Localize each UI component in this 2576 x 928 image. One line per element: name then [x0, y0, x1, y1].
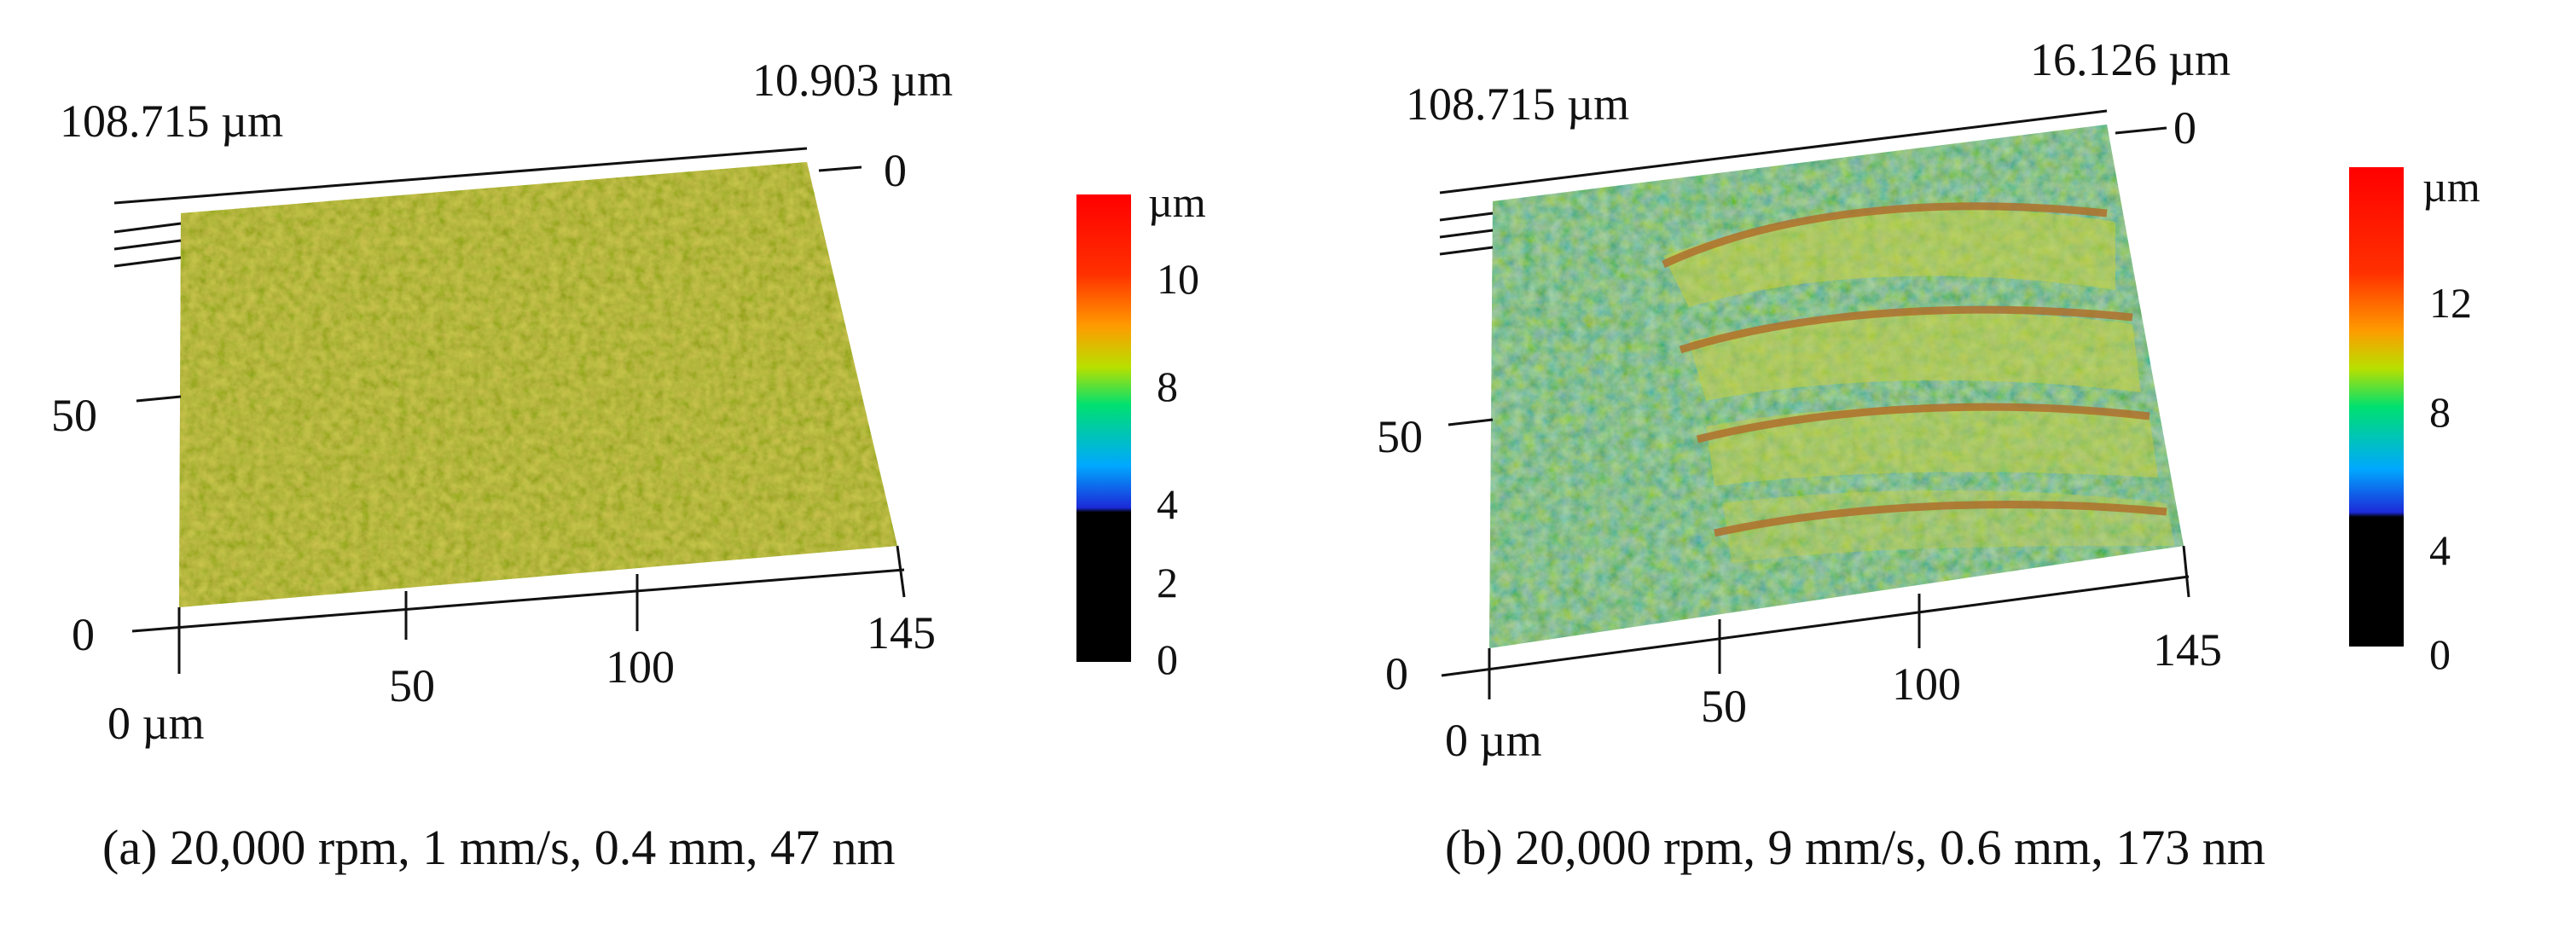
z-extent-label-b: 16.126 µm — [2030, 34, 2231, 85]
colorbar-tick-a-10: 10 — [1157, 255, 1199, 303]
surface-plot-a — [179, 162, 897, 607]
caption-b: (b) 20,000 rpm, 9 mm/s, 0.6 mm, 173 nm — [1445, 820, 2266, 875]
x-tick-145-a: 145 — [867, 607, 936, 658]
colorbar-unit-b: µm — [2422, 163, 2480, 211]
y-tick-50-b: 50 — [1377, 411, 1423, 462]
panel-b: 108.715 µm 16.126 µm 0 50 0 0 µm 50 100 … — [1377, 34, 2480, 766]
y-tick-0-a: 0 — [72, 609, 95, 660]
groove-arcs-b — [1662, 202, 2167, 537]
y-extent-label-a: 108.715 µm — [60, 96, 283, 147]
colorbar-unit-a: µm — [1148, 178, 1206, 226]
z-zero-label-b: 0 — [2173, 102, 2196, 154]
colorbar-tick-b-4: 4 — [2429, 526, 2451, 574]
x-tick-50-b: 50 — [1701, 681, 1747, 732]
colorbar-gradient-b — [2349, 167, 2404, 647]
y-tick-0-b: 0 — [1385, 648, 1408, 699]
colorbar-tick-b-12: 12 — [2429, 279, 2472, 327]
x-unit-label-a: 0 µm — [107, 698, 205, 749]
caption-a: (a) 20,000 rpm, 1 mm/s, 0.4 mm, 47 nm — [102, 820, 896, 875]
y-extent-label-b: 108.715 µm — [1406, 78, 1629, 130]
x-tick-100-b: 100 — [1892, 658, 1961, 710]
colorbar-tick-b-8: 8 — [2429, 388, 2451, 436]
x-tick-145-b: 145 — [2153, 624, 2222, 676]
x-tick-100-a: 100 — [606, 641, 675, 693]
colorbar-a: µm 10 8 4 2 0 — [1076, 178, 1206, 683]
colorbar-tick-b-0: 0 — [2429, 630, 2451, 678]
colorbar-gradient-a — [1076, 194, 1131, 662]
z-extent-label-a: 10.903 µm — [752, 55, 953, 106]
colorbar-tick-a-8: 8 — [1157, 362, 1178, 410]
colorbar-tick-a-0: 0 — [1157, 635, 1178, 683]
surface-plot-b — [1489, 125, 2184, 648]
x-unit-label-b: 0 µm — [1445, 715, 1542, 766]
x-tick-50-a: 50 — [389, 660, 435, 711]
back-axis-lines-a — [113, 147, 906, 674]
colorbar-tick-a-4: 4 — [1157, 480, 1178, 528]
z-zero-label-a: 0 — [884, 145, 907, 196]
colorbar-b: µm 12 8 4 0 — [2349, 163, 2480, 678]
panel-a: 108.715 µm 10.903 µm 0 50 0 0 µm 50 10 0 … — [51, 55, 1206, 749]
y-tick-50-a: 50 — [51, 390, 97, 441]
back-axis-lines-b — [1439, 109, 2190, 699]
colorbar-tick-a-2: 2 — [1157, 559, 1178, 606]
